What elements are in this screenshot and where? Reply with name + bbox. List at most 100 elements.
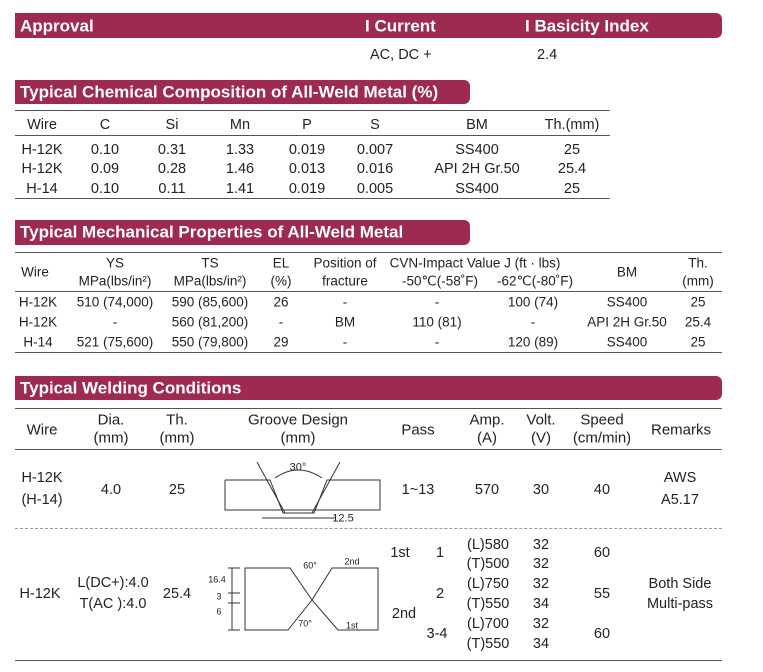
rule (15, 291, 722, 292)
welding-headers: (A) (477, 429, 497, 447)
welding-headers: Volt. (526, 411, 556, 429)
chemical-headers: Si (165, 116, 179, 133)
mechanical-headers: TS (201, 255, 219, 271)
chemical-headers: BM (466, 116, 488, 133)
welding-row2-amp: (T)550 (466, 635, 510, 652)
approval-values: 2.4 (537, 46, 558, 63)
welding-row2-volt: 32 (532, 615, 550, 632)
mechanical-rows: H-14 (23, 334, 53, 350)
mechanical-rows: 510 (74,000) (76, 294, 154, 310)
rule (15, 198, 610, 199)
welding-row1-dia: 4.0 (100, 481, 122, 498)
chemical-headers: P (302, 116, 312, 133)
chemical-headers: Th.(mm) (544, 116, 600, 133)
rule (15, 408, 722, 409)
mechanical-rows: BM (334, 314, 356, 330)
mechanical-headers: BM (616, 264, 638, 280)
approval-values: AC, DC + (370, 46, 432, 63)
welding-row2-remarks: Both Side (648, 575, 712, 592)
mechanical-rows: - (342, 334, 348, 350)
welding-row1-th: 25 (168, 481, 186, 498)
welding-row2-groove: 3 (216, 591, 222, 602)
welding-row2-speed: 55 (593, 585, 611, 602)
chemical-title: Typical Chemical Composition of All-Weld… (20, 82, 439, 102)
chemical-rows: 0.013 (288, 160, 326, 177)
mechanical-rows: H-12K (18, 294, 58, 310)
welding-headers: Wire (26, 421, 58, 439)
mechanical-headers: MPa(lbs/in²) (173, 273, 247, 289)
chemical-headers: Mn (229, 116, 251, 133)
chemical-rows: 0.31 (157, 141, 187, 158)
chemical-rows: 25.4 (557, 160, 587, 177)
rule (15, 352, 722, 353)
mechanical-rows: 100 (74) (507, 294, 559, 310)
chemical-rows: API 2H Gr.50 (434, 160, 520, 177)
welding-row2-groove: 6 (216, 606, 222, 617)
mechanical-rows: 26 (273, 294, 289, 310)
mechanical-rows: 590 (85,600) (171, 294, 249, 310)
mechanical-headers: -62℃(-80˚F) (497, 273, 573, 289)
rule (15, 135, 610, 136)
welding-row1-groove: 30° (289, 461, 307, 474)
rule (15, 252, 722, 253)
welding-row2-speed: 60 (593, 625, 611, 642)
welding-row1-groove: 12.5 (332, 512, 354, 525)
mechanical-rows: - (112, 314, 118, 330)
welding-bar (15, 376, 722, 400)
welding-row2-groove: 60° (303, 560, 317, 571)
chemical-rows: H-14 (26, 180, 58, 197)
welding-row1-volt: 30 (532, 481, 550, 498)
mechanical-headers: MPa(lbs/in²) (78, 273, 152, 289)
chemical-rows: SS400 (455, 141, 499, 158)
chemical-headers: S (370, 116, 380, 133)
welding-headers: (V) (531, 429, 551, 447)
welding-row2-dia: L(DC+):4.0 (77, 574, 149, 591)
mechanical-rows: 560 (81,200) (171, 314, 249, 330)
chemical-rows: 25 (563, 180, 581, 197)
mechanical-rows: - (530, 314, 536, 330)
mechanical-rows: 25 (690, 334, 706, 350)
rule (15, 449, 722, 450)
welding-headers: Dia. (97, 411, 125, 429)
mechanical-bar (15, 220, 470, 245)
chemical-rows: 25 (563, 141, 581, 158)
chemical-rows: 0.10 (90, 180, 120, 197)
mechanical-title: Typical Mechanical Properties of All-Wel… (20, 222, 404, 242)
mechanical-headers: (mm) (682, 273, 714, 289)
welding-row2-groove: 1st (345, 620, 359, 631)
welding-title: Typical Welding Conditions (20, 378, 242, 398)
welding-row2-remarks: Multi-pass (646, 595, 714, 612)
groove-x-left (244, 567, 313, 631)
rule (15, 110, 610, 111)
mechanical-rows: API 2H Gr.50 (587, 314, 667, 330)
welding-headers: Pass (401, 421, 435, 439)
groove-x-right (311, 567, 379, 631)
mechanical-rows: - (342, 294, 348, 310)
welding-row1-remarks: A5.17 (661, 491, 699, 508)
chemical-rows: 1.41 (225, 180, 255, 197)
angle-arc (274, 469, 323, 479)
welding-row2-groove: 70° (298, 618, 312, 629)
welding-row2-groove: 2nd (344, 556, 360, 567)
chemical-headers: Wire (27, 116, 57, 133)
chemical-rows: H-12K (21, 160, 63, 177)
groove-v (224, 479, 381, 514)
welding-row2-speed: 60 (593, 544, 611, 561)
welding-headers: Th. (166, 411, 188, 429)
chemical-rows: 0.005 (356, 180, 394, 197)
mechanical-rows: 29 (273, 334, 289, 350)
mechanical-headers: CVN-Impact Value J (ft · lbs) (389, 255, 561, 271)
chemical-rows: 0.007 (356, 141, 394, 158)
welding-row2-pass: 2 (435, 585, 445, 602)
mechanical-rows: SS400 (606, 334, 648, 350)
welding-row2-pass: 1 (435, 544, 445, 561)
welding-row2-amp: (L)750 (467, 575, 509, 592)
mechanical-headers: Th. (688, 255, 708, 271)
mechanical-rows: 120 (89) (507, 334, 559, 350)
welding-headers: (cm/min) (572, 429, 632, 447)
welding-row2-volt: 34 (532, 635, 550, 652)
welding-row1-wire: H-12K (21, 469, 63, 486)
welding-row1-speed: 40 (593, 481, 611, 498)
mechanical-rows: 550 (79,800) (171, 334, 249, 350)
welding-row2-pass: 3-4 (426, 625, 448, 642)
